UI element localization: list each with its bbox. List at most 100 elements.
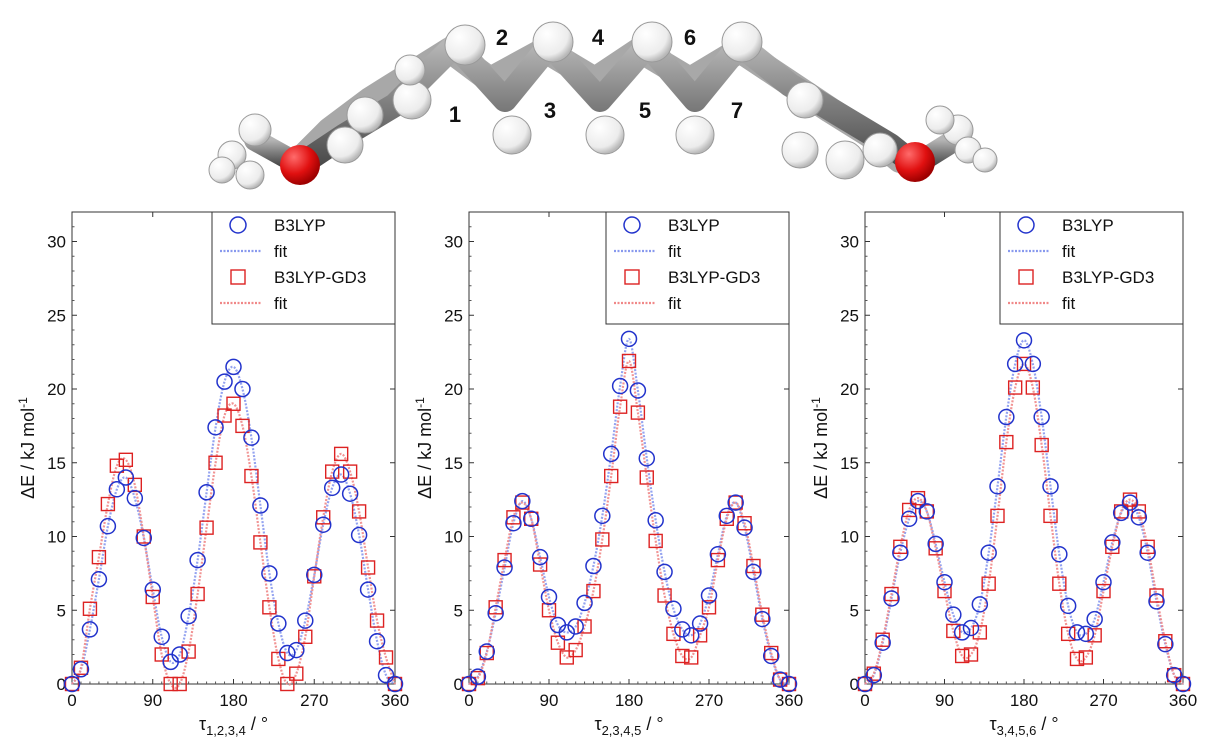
b3lyp-point xyxy=(962,619,980,637)
b3lyp-gd3-point xyxy=(217,408,232,423)
b3lyp-point xyxy=(478,643,496,660)
b3lyp-gd3-point xyxy=(586,583,601,599)
x-tick-label: 360 xyxy=(775,691,803,710)
y-axis-label: ΔE / kJ mol xyxy=(415,408,435,499)
hydrogen-atom xyxy=(781,131,819,169)
legend-box xyxy=(211,211,396,325)
hydrogen-atom xyxy=(326,126,364,164)
b3lyp-point xyxy=(602,445,620,463)
b3lyp-point xyxy=(665,600,682,618)
b3lyp-gd3-point xyxy=(208,455,223,470)
b3lyp-point xyxy=(691,615,709,632)
b3lyp-gd3-point xyxy=(342,464,358,479)
b3lyp-gd3-point xyxy=(1034,437,1049,453)
b3lyp-gd3-point xyxy=(577,619,592,634)
b3lyp-point xyxy=(297,612,314,629)
b3lyp-point xyxy=(953,624,971,641)
b3lyp-point xyxy=(1139,544,1156,561)
b3lyp-point xyxy=(1130,509,1148,526)
b3lyp-gd3-point xyxy=(772,672,788,687)
b3lyp-point xyxy=(709,545,727,563)
b3lyp-gd3-point xyxy=(1007,380,1023,395)
carbon-number-label: 6 xyxy=(684,25,696,50)
hydrogen-atom xyxy=(675,115,715,155)
b3lyp-gd3-point xyxy=(568,642,583,658)
b3lyp-point xyxy=(1121,494,1139,511)
b3lyp-point xyxy=(359,581,377,598)
hydrogen-atom xyxy=(392,80,432,120)
b3lyp-gd3-point xyxy=(497,552,512,568)
b3lyp-point xyxy=(638,450,656,467)
b3lyp-gd3-point xyxy=(1175,676,1191,692)
b3lyp-gd3-point xyxy=(378,650,394,665)
b3lyp-gd3-point xyxy=(172,676,187,692)
b3lyp-point xyxy=(945,606,962,623)
legend-label: fit xyxy=(1062,294,1076,313)
b3lyp-gd3-point xyxy=(604,468,619,484)
b3lyp-gd3-point xyxy=(360,560,376,575)
hydrogen-atom xyxy=(786,81,824,119)
b3lyp-point xyxy=(332,466,350,483)
b3lyp-point xyxy=(883,590,900,607)
b3lyp-point xyxy=(279,644,296,662)
molecule-structure: 1 2 3 4 5 6 7 xyxy=(208,21,998,190)
b3lyp-gd3-point xyxy=(612,399,628,414)
legend-label: B3LYP-GD3 xyxy=(274,268,366,287)
fit-line-b3lyp-gd3 xyxy=(468,359,790,686)
carbon-number-label: 4 xyxy=(592,25,605,50)
b3lyp-point xyxy=(1051,545,1068,563)
hydrogen-atom xyxy=(925,105,955,135)
legend-square-marker xyxy=(230,269,246,285)
x-tick-label: 180 xyxy=(219,691,247,710)
b3lyp-gd3-point xyxy=(1025,380,1041,395)
hydrogen-atom xyxy=(825,140,865,180)
b3lyp-point xyxy=(171,646,188,663)
b3lyp-gd3-point xyxy=(271,651,286,667)
b3lyp-point xyxy=(576,594,593,612)
b3lyp-gd3-point xyxy=(595,532,610,547)
b3lyp-point xyxy=(99,517,117,535)
carbon-number-label: 3 xyxy=(544,98,556,123)
b3lyp-gd3-point xyxy=(1078,650,1094,665)
carbon-number-label: 1 xyxy=(449,102,461,127)
b3lyp-point xyxy=(377,666,395,684)
b3lyp-gd3-point xyxy=(226,396,241,411)
b3lyp-point xyxy=(135,529,153,547)
legend-label: fit xyxy=(668,294,682,313)
x-axis-symbol: τ xyxy=(989,714,996,734)
chart-panel-2: 0 5 10 15 20 25 30 0 90 180 270 360 τ2,3,4,5 / ° ΔE /… xyxy=(413,211,803,738)
x-tick-label: 90 xyxy=(935,691,954,710)
b3lyp-gd3-point xyxy=(289,666,304,681)
b3lyp-gd3-point xyxy=(901,502,917,518)
b3lyp-point xyxy=(892,544,909,561)
b3lyp-point xyxy=(261,565,278,582)
b3lyp-gd3-point xyxy=(710,552,726,568)
b3lyp-point xyxy=(314,516,332,533)
b3lyp-point xyxy=(754,610,771,628)
legend-label: B3LYP xyxy=(1062,216,1114,235)
fit-line-b3lyp-gd3 xyxy=(71,402,397,689)
y-axis-title: ΔE / kJ mol-1 xyxy=(809,397,831,499)
b3lyp-gd3-point xyxy=(675,648,690,664)
y-tick-label: 10 xyxy=(840,528,859,547)
b3lyp-point xyxy=(1104,534,1121,551)
b3lyp-point xyxy=(1086,610,1103,628)
b3lyp-point xyxy=(674,621,691,638)
b3lyp-point xyxy=(727,494,744,511)
chart-panel-3: 0 5 10 15 20 25 30 0 90 180 270 360 τ3,4,5,6 / ° ΔE /… xyxy=(809,211,1197,738)
legend-label: fit xyxy=(274,242,288,261)
b3lyp-gd3-point xyxy=(630,405,646,420)
legend-label: B3LYP xyxy=(668,216,720,235)
y-axis-label: ΔE / kJ mol xyxy=(811,408,831,499)
legend: B3LYP fit B3LYP-GD3 fit xyxy=(605,211,790,325)
legend-label: fit xyxy=(274,294,288,313)
chart-panel-1: 0 5 10 15 20 25 30 0 90 180 270 360 τ1,2,3,4 / ° ΔE /… xyxy=(16,211,409,738)
b3lyp-gd3-point xyxy=(963,647,979,662)
x-tick-label: 360 xyxy=(381,691,409,710)
b3lyp-point xyxy=(909,492,927,510)
b3lyp-point xyxy=(629,382,647,399)
b3lyp-gd3-point xyxy=(666,626,681,642)
b3lyp-point xyxy=(540,588,558,606)
b3lyp-point xyxy=(900,510,918,528)
b3lyp-point xyxy=(243,429,260,446)
